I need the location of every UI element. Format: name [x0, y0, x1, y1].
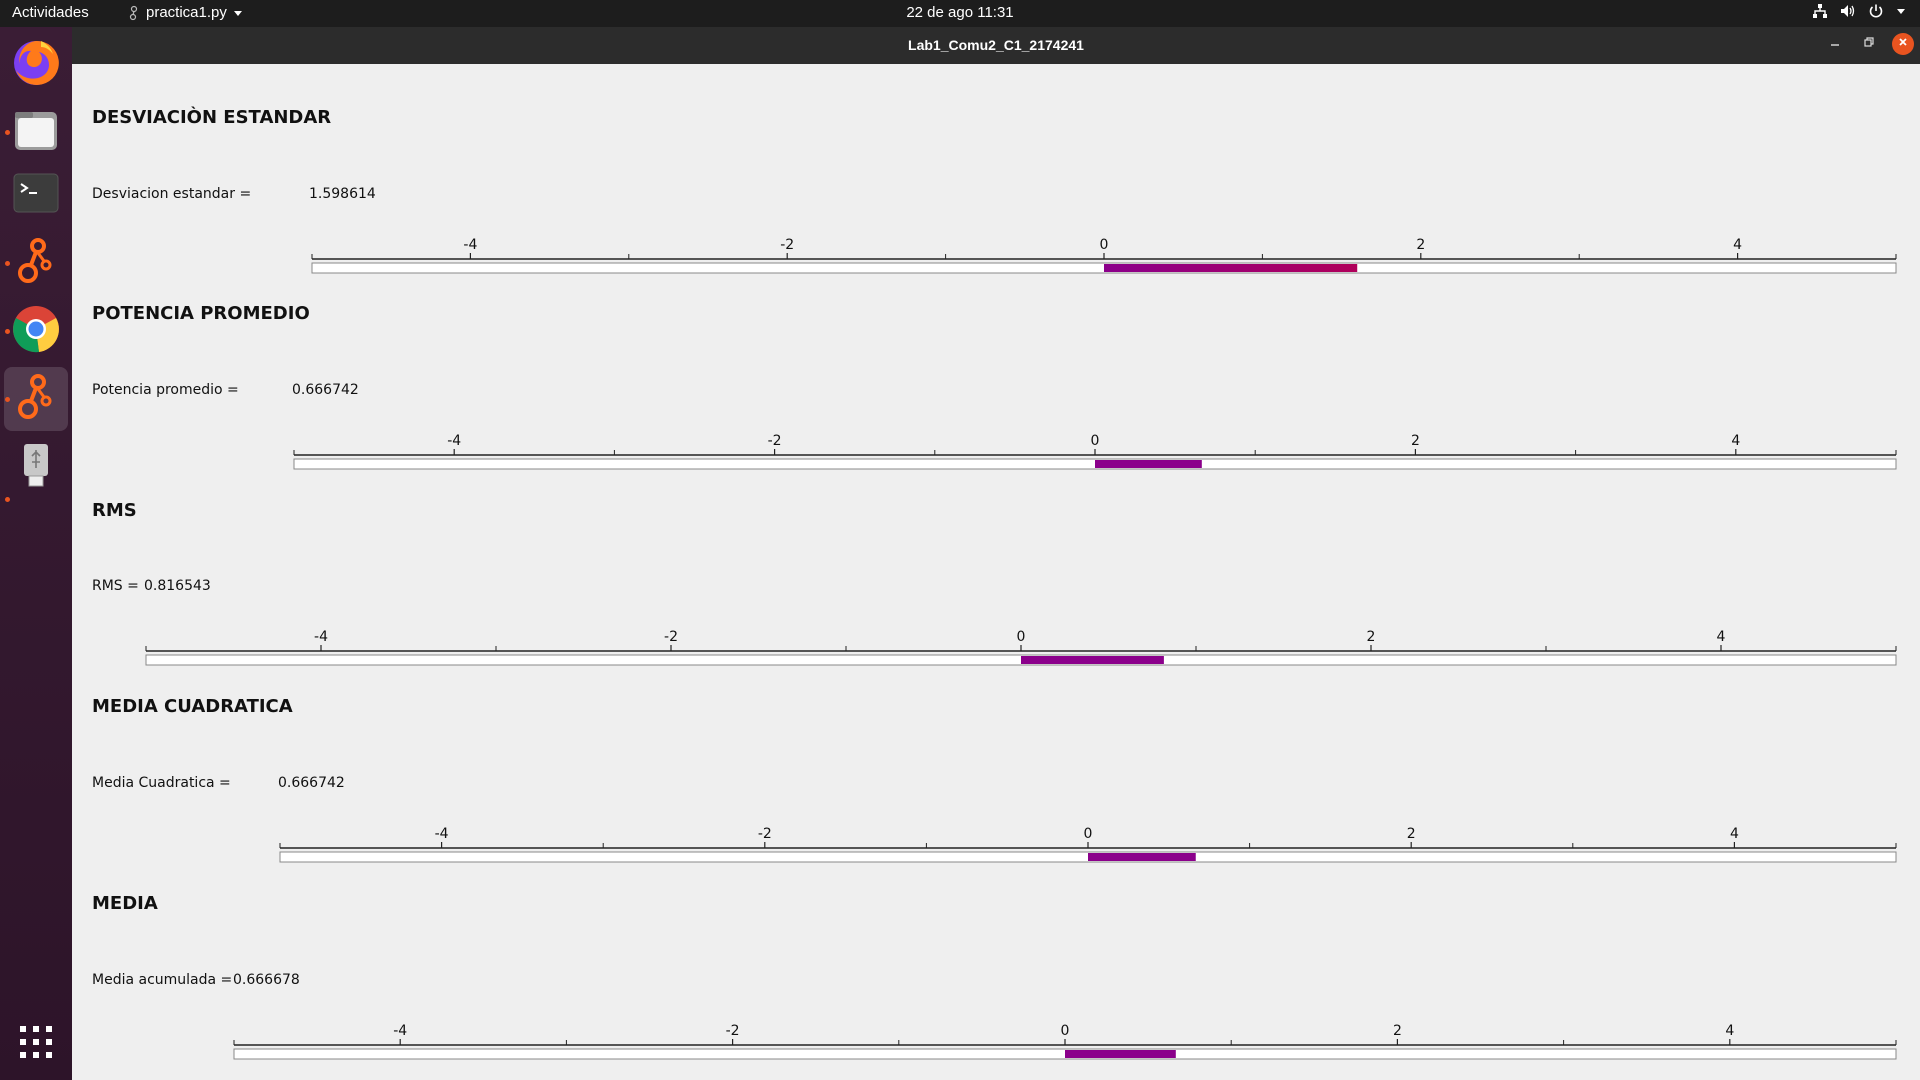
running-indicator [5, 261, 10, 266]
restore-icon [1863, 35, 1875, 53]
volume-icon [1840, 3, 1856, 19]
network-icon [1812, 3, 1828, 19]
show-apps-icon [19, 1025, 53, 1064]
top-bar: Actividades practica1.py 22 de ago 11:31 [0, 0, 1920, 27]
readout-label: Media Cuadratica = [92, 775, 231, 791]
running-indicator [5, 329, 10, 334]
gnuradio-icon [16, 237, 56, 290]
tick-label: -2 [664, 629, 678, 645]
readout-media-cuadratica: Media Cuadratica = 0.666742 [92, 775, 345, 791]
system-status-menu[interactable] [1812, 3, 1906, 19]
readout-value: 0.816543 [144, 578, 211, 594]
tick-label: -4 [314, 629, 328, 645]
tick-label: 2 [1411, 433, 1420, 449]
app-menu-label: practica1.py [146, 4, 227, 21]
number-sink-bar-potencia: -4 -2 0 2 4 [293, 433, 1897, 470]
usb-drive-icon [21, 442, 51, 493]
level-bar-fill [1088, 853, 1196, 861]
level-bar-fill [1021, 656, 1164, 664]
readout-desviacion: Desviacion estandar = 1.598614 [92, 186, 376, 202]
readout-label: Media acumulada = [92, 972, 233, 988]
tick-label: 2 [1367, 629, 1376, 645]
chevron-down-icon [233, 9, 243, 17]
window-title: Lab1_Comu2_C1_2174241 [908, 37, 1084, 53]
gnuradio-icon [16, 373, 56, 426]
tick-label: -4 [393, 1023, 407, 1039]
tick-label: 2 [1416, 237, 1425, 253]
running-indicator [5, 497, 10, 502]
terminal-icon [13, 173, 59, 218]
tick-label: -2 [758, 826, 772, 842]
tick-label: -4 [435, 826, 449, 842]
gnuradio-small-icon [128, 5, 140, 21]
power-icon [1868, 3, 1884, 19]
dock-item-firefox[interactable] [4, 33, 68, 97]
number-sink-bar-media: -4 -2 0 2 4 [233, 1023, 1897, 1060]
section-title-desviacion: DESVIACIÒN ESTANDAR [92, 107, 332, 128]
readout-value: 1.598614 [309, 186, 376, 202]
app-menu[interactable]: practica1.py [128, 4, 243, 21]
tick-label: -2 [726, 1023, 740, 1039]
maximize-button[interactable] [1858, 33, 1880, 55]
section-title-rms: RMS [92, 500, 137, 521]
dock-item-usb-drive[interactable] [4, 435, 68, 499]
window-content: DESVIACIÒN ESTANDAR Desviacion estandar … [72, 64, 1920, 1080]
tick-label: 0 [1084, 826, 1093, 842]
readout-label: Desviacion estandar = [92, 186, 252, 202]
number-sink-bar-rms: -4 -2 0 2 4 [145, 629, 1897, 666]
running-indicator [5, 130, 10, 135]
close-icon [1897, 35, 1909, 53]
readout-media: Media acumulada = 0.666678 [92, 972, 300, 988]
dock-item-gnuradio[interactable] [4, 231, 68, 295]
minimize-icon [1829, 35, 1841, 53]
tick-label: 4 [1730, 826, 1739, 842]
activities-button[interactable]: Actividades [12, 4, 89, 21]
number-sink-bar-media-cuadratica: -4 -2 0 2 4 [279, 826, 1897, 863]
dock [0, 27, 72, 1080]
section-title-media-cuadratica: MEDIA CUADRATICA [92, 696, 293, 717]
readout-potencia: Potencia promedio = 0.666742 [92, 382, 359, 398]
section-title-potencia: POTENCIA PROMEDIO [92, 303, 310, 324]
tick-label: 2 [1407, 826, 1416, 842]
dock-item-files[interactable] [4, 101, 68, 165]
readout-rms: RMS = 0.816543 [92, 578, 211, 594]
tick-label: 0 [1091, 433, 1100, 449]
readout-value: 0.666742 [292, 382, 359, 398]
number-sink-bar-desviacion: -4 -2 0 2 4 [311, 237, 1897, 274]
running-indicator [5, 397, 10, 402]
tick-label: 4 [1733, 237, 1742, 253]
tick-label: -4 [463, 237, 477, 253]
tick-label: 0 [1061, 1023, 1070, 1039]
tick-label: 0 [1017, 629, 1026, 645]
readout-value: 0.666678 [233, 972, 300, 988]
close-button[interactable] [1892, 33, 1914, 55]
tick-label: -2 [780, 237, 794, 253]
dock-item-chrome[interactable] [4, 299, 68, 363]
readout-label: RMS = [92, 578, 139, 594]
tick-label: 0 [1100, 237, 1109, 253]
level-bar-fill [1104, 264, 1358, 272]
level-bar-fill [1095, 460, 1202, 468]
dock-item-gnuradio-active[interactable] [4, 367, 68, 431]
show-applications-button[interactable] [4, 1012, 68, 1076]
tick-label: 4 [1731, 433, 1740, 449]
window-titlebar[interactable]: Lab1_Comu2_C1_2174241 [72, 27, 1920, 64]
files-icon [13, 108, 59, 159]
tick-label: -4 [447, 433, 461, 449]
firefox-icon [11, 38, 61, 93]
dock-item-terminal[interactable] [4, 163, 68, 227]
tick-label: 2 [1393, 1023, 1402, 1039]
chrome-icon [11, 304, 61, 359]
section-title-media: MEDIA [92, 893, 158, 914]
tick-label: -2 [768, 433, 782, 449]
readout-value: 0.666742 [278, 775, 345, 791]
tick-label: 4 [1725, 1023, 1734, 1039]
clock[interactable]: 22 de ago 11:31 [906, 4, 1014, 21]
chevron-down-icon [1896, 7, 1906, 15]
level-bar-fill [1065, 1050, 1176, 1058]
readout-label: Potencia promedio = [92, 382, 239, 398]
tick-label: 4 [1717, 629, 1726, 645]
minimize-button[interactable] [1824, 33, 1846, 55]
